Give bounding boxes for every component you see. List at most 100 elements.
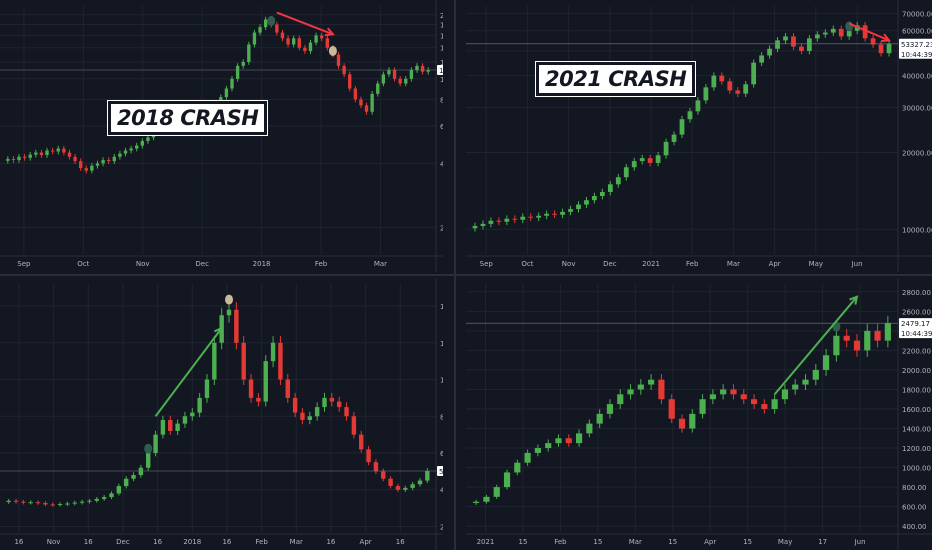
candle-body xyxy=(493,487,500,497)
candle-body xyxy=(799,46,804,51)
candle-body xyxy=(45,150,49,156)
y-tick-label: 1600.00 xyxy=(902,406,931,414)
y-tick-label: 40000.00 xyxy=(902,73,932,81)
candle-body xyxy=(56,148,60,152)
candle-body xyxy=(884,323,891,341)
x-tick-label: 15 xyxy=(743,538,752,546)
candle-body xyxy=(146,137,150,141)
candle-body xyxy=(270,342,276,362)
caption-2018-crash: 2018 CRASH xyxy=(106,100,269,136)
candle-body xyxy=(35,502,41,504)
candle-body xyxy=(565,438,572,444)
y-tick-label: 8000.00 xyxy=(440,96,443,104)
candle-body xyxy=(771,399,778,409)
candle-body xyxy=(822,32,828,35)
last-price-label: 53327.23 xyxy=(901,41,932,49)
last-price-tag xyxy=(437,466,443,477)
last-time-label: 10:44:39 xyxy=(901,51,932,59)
x-tick-label: 16 xyxy=(326,538,335,546)
candle-body xyxy=(403,487,408,490)
candle-body xyxy=(325,38,329,48)
y-tick-label: 30000.00 xyxy=(902,105,932,113)
candle-body xyxy=(160,419,166,435)
candle-body xyxy=(351,416,357,435)
candle-body xyxy=(336,54,341,66)
candle-body xyxy=(129,148,133,151)
peak-marker xyxy=(267,15,276,26)
candle-body xyxy=(426,70,430,72)
candle-body xyxy=(28,502,33,504)
candle-body xyxy=(862,25,868,39)
trend-arrow-head xyxy=(213,326,223,337)
last-time-label: 10:44:39 xyxy=(901,330,932,338)
peak-marker xyxy=(845,21,854,32)
candle-body xyxy=(767,48,772,56)
candle-body xyxy=(348,74,352,89)
panel-2021-eth-chart[interactable]: 2800.002600.002400.002200.002000.001800.… xyxy=(466,278,932,550)
candle-body xyxy=(256,397,261,402)
candle-body xyxy=(34,152,38,155)
panel-2017-eth-chart[interactable]: 1400.00 1200.00 1000.00 800.00 600.00 400.00 2… xyxy=(0,278,443,550)
candle-body xyxy=(695,100,701,112)
x-tick-label: Feb xyxy=(686,260,699,268)
candle-body xyxy=(576,204,581,210)
candle-body xyxy=(107,160,111,162)
candle-body xyxy=(247,44,251,62)
candle-body xyxy=(735,90,741,94)
candle-body xyxy=(488,220,494,224)
candle-body xyxy=(874,330,881,341)
y-tick-label: 1200.00 xyxy=(902,445,931,453)
candle-body xyxy=(101,160,105,164)
candle-body xyxy=(886,43,892,54)
panel-2021-chart[interactable]: 70000.0060000.0050000.0040000.0030000.00… xyxy=(466,0,932,272)
y-tick-label: 2200.00 xyxy=(902,347,931,355)
candle-body xyxy=(387,70,391,75)
candle-body xyxy=(39,152,44,156)
candle-body xyxy=(116,486,122,494)
y-tick-label: 4000.00 xyxy=(440,160,443,168)
y-tick-label: 800.00 xyxy=(440,413,443,421)
candle-body xyxy=(398,78,402,84)
candle-body xyxy=(843,335,850,341)
x-tick-label: May xyxy=(778,538,792,546)
candle-body xyxy=(524,452,531,463)
candle-body xyxy=(212,342,217,380)
candle-body xyxy=(308,42,313,52)
last-price-tag xyxy=(899,318,932,339)
candle-body xyxy=(568,209,573,212)
y-tick-label: 600.00 xyxy=(902,504,927,512)
candle-body xyxy=(775,40,780,49)
candle-body xyxy=(235,65,240,79)
trend-arrow-line xyxy=(154,327,223,417)
panel-2017-chart[interactable]: 20000.00 18000.00 16000.00 14000.00 12000.00… xyxy=(0,0,443,272)
y-tick-label: 2000.00 xyxy=(902,367,931,375)
candle-body xyxy=(307,416,313,420)
candle-body xyxy=(853,340,861,351)
x-tick-label: 15 xyxy=(668,538,677,546)
candle-body xyxy=(322,397,327,408)
x-tick-label: Dec xyxy=(603,260,617,268)
candle-body xyxy=(118,153,122,157)
candle-body xyxy=(617,394,624,405)
candle-body xyxy=(329,397,335,402)
candle-body xyxy=(359,434,364,450)
candle-body xyxy=(388,478,393,487)
candle-body xyxy=(854,25,860,31)
candle-body xyxy=(596,413,603,424)
peak-marker xyxy=(328,45,337,56)
horizontal-divider[interactable] xyxy=(0,274,932,276)
candle-body xyxy=(370,93,374,112)
candle-body xyxy=(241,61,245,66)
candle-body xyxy=(6,158,10,161)
last-price-tag xyxy=(899,38,932,59)
candle-body xyxy=(743,84,749,94)
y-tick-label: 1400.00 xyxy=(440,303,443,311)
candle-body xyxy=(751,62,757,85)
candle-body xyxy=(392,70,397,79)
candle-body xyxy=(483,496,490,502)
y-tick-label: 2000.00 xyxy=(440,224,443,232)
candle-body xyxy=(278,342,283,380)
candle-body xyxy=(807,38,812,51)
x-tick-label: 15 xyxy=(518,538,527,546)
